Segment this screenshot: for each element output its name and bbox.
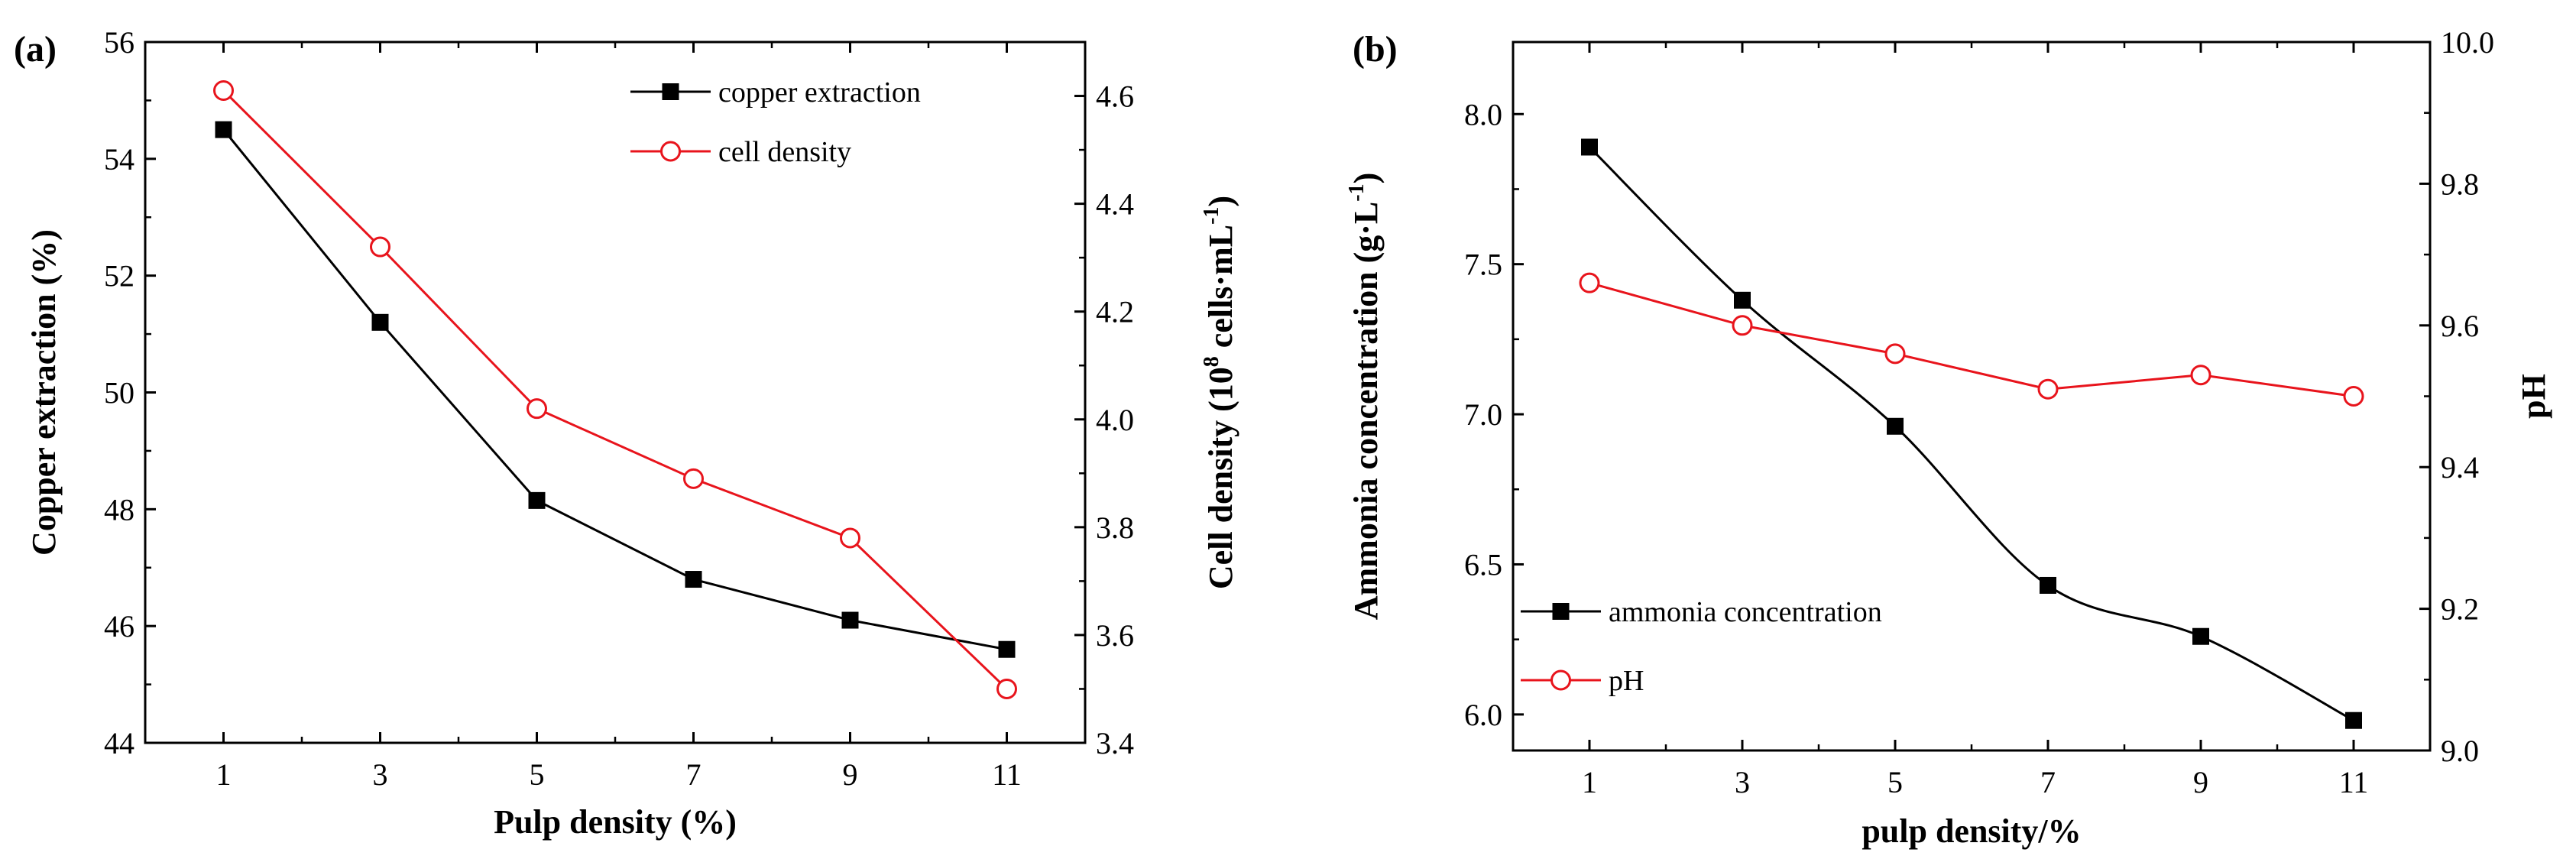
series-line	[1589, 281, 2354, 397]
data-point	[685, 571, 702, 588]
y-left-tick-label: 6.5	[1464, 547, 1502, 582]
y-left-tick-label: 8.0	[1464, 97, 1502, 131]
x-tick-label: 3	[1735, 765, 1750, 799]
x-axis-label: Pulp density (%)	[494, 803, 737, 841]
x-tick-label: 3	[373, 757, 388, 792]
legend-entry: pH	[1521, 665, 1644, 697]
panel-label: (a)	[14, 29, 57, 70]
series-line	[1588, 146, 2354, 722]
data-point	[213, 79, 234, 101]
data-point	[1884, 343, 1906, 365]
data-point	[2037, 378, 2059, 400]
x-tick-label: 9	[2193, 765, 2208, 799]
legend-label: pH	[1609, 665, 1644, 697]
y-left-axis-label: Copper extraction (%)	[25, 229, 63, 556]
legend-entry: ammonia concentration	[1521, 596, 1882, 628]
data-point	[527, 398, 547, 420]
y-left-axis-label: Ammonia concentration (g·L-1)	[1345, 173, 1385, 621]
y-right-tick-label: 9.0	[2441, 734, 2479, 768]
series-line	[222, 128, 1007, 651]
data-point	[2190, 365, 2211, 386]
y-right-tick-label: 9.6	[2441, 309, 2479, 343]
x-tick-label: 7	[686, 757, 702, 792]
legend-entry: copper extraction	[630, 76, 921, 109]
legend-marker	[1552, 603, 1570, 620]
y-right-tick-label: 3.4	[1096, 726, 1134, 760]
y-left-tick-label: 7.0	[1464, 397, 1502, 432]
y-right-tick-label: 9.4	[2441, 450, 2479, 485]
y-left-tick-label: 44	[104, 726, 134, 760]
y-right-tick-label: 9.8	[2441, 167, 2479, 201]
x-tick-label: 5	[530, 757, 545, 792]
y-right-tick-label: 4.6	[1096, 79, 1134, 114]
data-point	[1734, 291, 1751, 309]
legend-marker	[1550, 669, 1571, 691]
data-point	[2345, 712, 2362, 729]
data-point	[683, 468, 704, 489]
x-tick-label: 1	[216, 757, 232, 792]
y-left-tick-label: 6.0	[1464, 698, 1502, 732]
y-left-tick-label: 50	[104, 376, 134, 410]
series-cell-density	[213, 79, 1017, 699]
panel-label: (b)	[1353, 29, 1398, 70]
series-copper-extraction	[215, 121, 1016, 658]
legend-label: copper extraction	[718, 76, 921, 109]
y-right-axis-label: Cell density (108 cells·mL-1)	[1200, 196, 1239, 589]
data-point	[1887, 417, 1904, 435]
legend-label: ammonia concentration	[1609, 596, 1882, 628]
chart-panel-b: (b) 1 3 5 7 9 11 6.0 6.5 7.0 7.5 8.0 9.0 9.2 9.4 9.6 9.8…	[1345, 25, 2552, 850]
x-tick-label: 11	[2339, 765, 2369, 799]
data-point	[996, 678, 1017, 699]
data-point	[841, 611, 859, 629]
y-left-tick-label: 56	[104, 25, 134, 60]
y-right-axis-label: pH	[2515, 374, 2552, 419]
y-right-tick-label: 3.8	[1096, 511, 1134, 545]
legend-marker	[662, 83, 679, 100]
data-point	[215, 121, 232, 138]
data-point	[840, 527, 860, 549]
data-point	[371, 313, 389, 331]
x-tick-label: 11	[992, 757, 1022, 792]
data-point	[370, 236, 390, 258]
legend-marker	[660, 141, 681, 162]
y-left-tick-label: 52	[104, 259, 134, 293]
data-point	[2040, 576, 2056, 594]
data-point	[2343, 386, 2364, 407]
y-right-tick-label: 3.6	[1096, 618, 1134, 653]
data-point	[1732, 315, 1753, 336]
series-ammonia-concentration	[1581, 138, 2362, 729]
y-left-tick-label: 48	[104, 492, 134, 527]
x-tick-label: 9	[843, 757, 858, 792]
plot-frame	[1512, 41, 2432, 752]
x-tick-label: 1	[1582, 765, 1597, 799]
x-tick-label: 5	[1887, 765, 1903, 799]
y-right-tick-label: 9.2	[2441, 592, 2479, 627]
legend-entry: cell density	[630, 136, 851, 168]
y-left-tick-label: 7.5	[1464, 248, 1502, 282]
y-left-tick-label: 46	[104, 609, 134, 643]
data-point	[1581, 138, 1598, 156]
y-right-tick-label: 4.0	[1096, 403, 1134, 437]
chart-panel-a: (a) 1 3 5 7 9 11 44 46 48 50 52 54 56 3.4 3.6 3.8 4.0 4.2 4…	[14, 25, 1239, 841]
y-right-tick-label: 4.2	[1096, 295, 1134, 329]
y-left-tick-label: 54	[104, 142, 134, 177]
data-point	[2192, 627, 2209, 645]
x-tick-label: 7	[2040, 765, 2056, 799]
y-right-tick-label: 10.0	[2441, 25, 2494, 60]
series-line	[222, 89, 1008, 690]
x-axis-label: pulp density/%	[1862, 812, 2081, 850]
data-point	[998, 640, 1016, 658]
data-point	[1579, 272, 1600, 293]
series-ph	[1579, 272, 2364, 407]
legend-label: cell density	[718, 136, 851, 168]
data-point	[528, 491, 546, 509]
y-right-tick-label: 4.4	[1096, 187, 1134, 222]
